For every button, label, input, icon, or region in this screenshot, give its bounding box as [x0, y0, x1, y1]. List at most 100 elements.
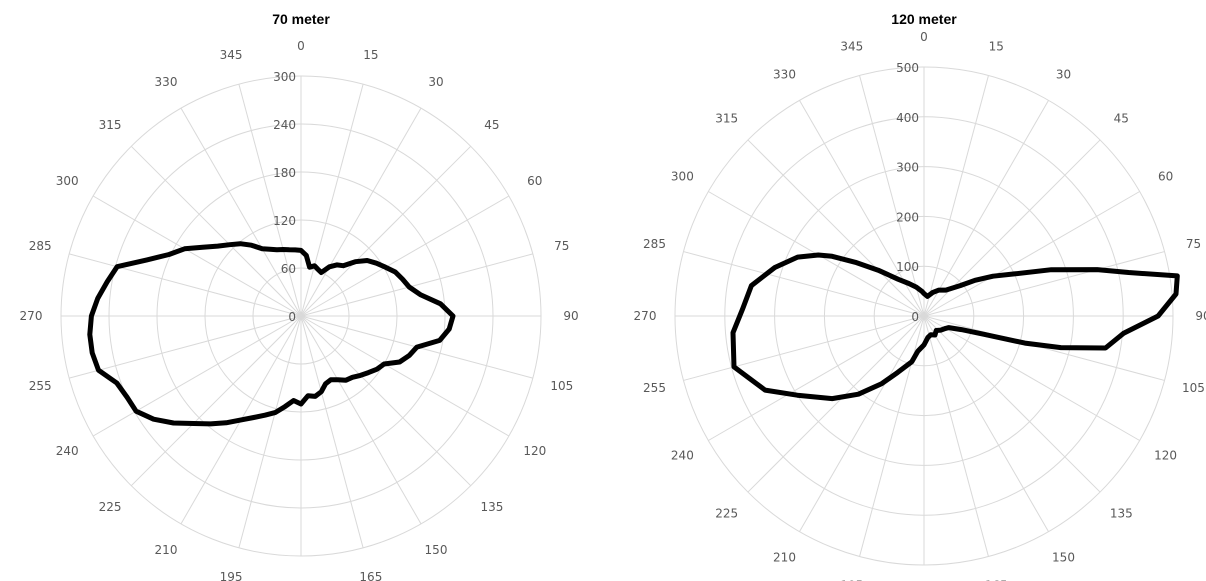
angle-label-315: 315 [99, 118, 122, 132]
spoke-60 [300, 195, 510, 317]
spoke-195 [859, 315, 925, 557]
spoke-165 [923, 315, 989, 557]
angle-label-30: 30 [428, 75, 443, 89]
angle-label-105: 105 [550, 379, 573, 393]
spoke-195 [238, 315, 302, 548]
radial-tick-0: 0 [911, 310, 919, 324]
spoke-330 [180, 107, 302, 317]
chart-series [87, 241, 456, 427]
angle-label-300: 300 [56, 174, 79, 188]
angle-label-345: 345 [220, 48, 243, 62]
spoke-210 [799, 315, 925, 532]
spoke-165 [300, 315, 364, 548]
spoke-255 [683, 315, 925, 381]
angle-label-195: 195 [220, 570, 243, 581]
spoke-135 [300, 315, 472, 487]
spoke-75 [300, 253, 533, 317]
angle-label-135: 135 [480, 500, 503, 514]
ring-240 [108, 123, 494, 509]
angle-label-225: 225 [99, 500, 122, 514]
radial-tick-500: 500 [896, 61, 919, 75]
spoke-105 [923, 315, 1165, 381]
spoke-300 [92, 195, 302, 317]
angle-label-315: 315 [715, 112, 738, 126]
angle-label-270: 270 [634, 309, 657, 323]
radial-tick-240: 240 [273, 118, 296, 132]
angle-label-0: 0 [920, 30, 928, 44]
angle-label-195: 195 [840, 578, 863, 581]
angle-label-285: 285 [29, 239, 52, 253]
angle-label-60: 60 [527, 174, 542, 188]
angle-label-90: 90 [563, 309, 578, 323]
ring-200 [823, 215, 1025, 417]
angle-label-120: 120 [1154, 449, 1177, 463]
angle-label-90: 90 [1195, 309, 1206, 323]
radial-tick-100: 100 [896, 260, 919, 274]
spoke-345 [859, 75, 925, 317]
spoke-30 [923, 100, 1049, 317]
radial-tick-300: 300 [896, 161, 919, 175]
spoke-150 [300, 315, 422, 525]
angle-label-165: 165 [985, 578, 1008, 581]
spoke-120 [300, 315, 510, 437]
chart-grid [674, 66, 1174, 566]
series-line-0 [730, 252, 1180, 402]
spoke-345 [238, 84, 302, 317]
spoke-120 [923, 315, 1140, 441]
chart-grid [60, 75, 542, 557]
angle-label-45: 45 [484, 118, 499, 132]
angle-label-60: 60 [1158, 170, 1173, 184]
series-line-0 [87, 241, 456, 427]
spoke-135 [923, 315, 1101, 493]
spoke-45 [300, 145, 472, 317]
angle-label-0: 0 [297, 39, 305, 53]
radar-chart-120-meter: 120 meter 015304560759010512013515016518… [634, 11, 1206, 581]
spoke-150 [923, 315, 1049, 532]
spoke-15 [300, 84, 364, 317]
angle-label-180: 180 [290, 579, 313, 581]
ring-500 [674, 66, 1174, 566]
angle-label-15: 15 [363, 48, 378, 62]
spoke-285 [683, 251, 925, 317]
spoke-75 [923, 251, 1165, 317]
angle-label-75: 75 [1186, 237, 1201, 251]
ring-120 [204, 219, 398, 413]
chart-title: 70 meter [272, 11, 330, 27]
spoke-15 [923, 75, 989, 317]
spoke-315 [747, 139, 925, 317]
spoke-240 [92, 315, 302, 437]
angle-label-75: 75 [554, 239, 569, 253]
radial-tick-300: 300 [273, 70, 296, 84]
angle-label-225: 225 [715, 506, 738, 520]
angle-label-255: 255 [643, 381, 666, 395]
angle-label-345: 345 [840, 40, 863, 54]
spoke-255 [69, 315, 302, 379]
ring-60 [252, 267, 350, 365]
spoke-225 [747, 315, 925, 493]
ring-100 [873, 265, 975, 367]
angle-label-120: 120 [523, 444, 546, 458]
radial-tick-120: 120 [273, 214, 296, 228]
spoke-60 [923, 191, 1140, 317]
angle-label-135: 135 [1110, 506, 1133, 520]
ring-300 [60, 75, 542, 557]
angle-label-15: 15 [989, 40, 1004, 54]
spoke-30 [300, 107, 422, 317]
angle-label-30: 30 [1056, 67, 1071, 81]
ring-400 [724, 116, 1124, 516]
ring-180 [156, 171, 446, 461]
chart-labels: 0153045607590105120135150165180195210225… [634, 30, 1206, 581]
radial-tick-180: 180 [273, 166, 296, 180]
angle-label-150: 150 [425, 543, 448, 557]
angle-label-270: 270 [20, 309, 43, 323]
angle-label-105: 105 [1182, 381, 1205, 395]
chart-series [730, 252, 1180, 402]
angle-label-285: 285 [643, 237, 666, 251]
spoke-285 [69, 253, 302, 317]
chart-labels: 0153045607590105120135150165180195210225… [20, 39, 579, 581]
angle-label-165: 165 [359, 570, 382, 581]
angle-label-240: 240 [56, 444, 79, 458]
spoke-315 [130, 145, 302, 317]
angle-label-150: 150 [1052, 551, 1075, 565]
